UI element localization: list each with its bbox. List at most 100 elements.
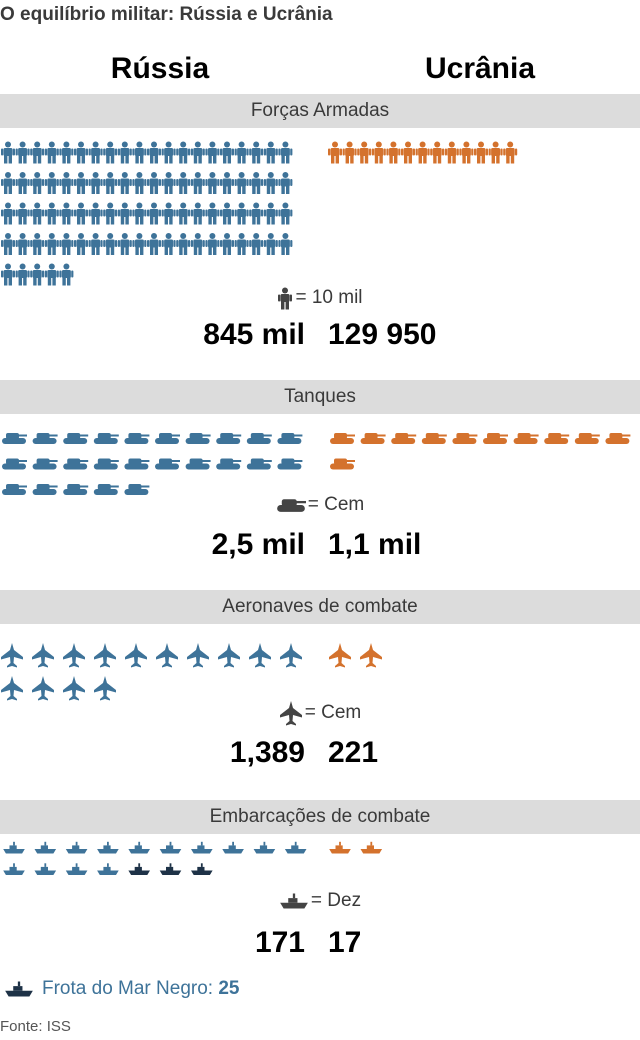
ukraine-jet-mark [360, 643, 382, 668]
russia-tank-mark [155, 433, 180, 444]
tank-icon [276, 499, 306, 512]
russia-soldier-mark [176, 233, 191, 255]
russia-jet-mark [63, 676, 85, 701]
russia-jet-mark [156, 643, 178, 668]
russia-soldier-mark [1, 263, 15, 286]
value-russia-ships: 171 [254, 926, 305, 959]
value-russia-aircraft: 1,389 [229, 736, 305, 769]
russia-soldier-mark [132, 141, 147, 164]
russia-soldier-mark [44, 172, 59, 194]
russia-soldier-mark [59, 263, 74, 286]
legend-unit-label: = 10 mil [295, 287, 363, 308]
section-header-aircraft: Aeronaves de combate [0, 590, 640, 624]
russia-ship-mark [65, 863, 88, 875]
russia-soldier-mark [15, 141, 30, 164]
ukraine-tank-mark [360, 433, 386, 444]
russia-soldier-mark [117, 233, 132, 255]
soldier-icon [278, 287, 293, 310]
value-russia-armed-forces: 845 mil [203, 318, 305, 351]
ukraine-soldier-mark [430, 141, 445, 164]
russia-soldier-mark [59, 202, 74, 225]
russia-tank-mark [63, 433, 89, 444]
russia-tank-mark [277, 433, 303, 444]
russia-soldier-mark [263, 233, 278, 255]
ukraine-tank-mark [421, 433, 447, 444]
ukraine-tank-mark [452, 433, 478, 444]
russia-soldier-mark [132, 172, 147, 194]
russia-soldier-mark [15, 202, 30, 225]
russia-soldier-mark [15, 233, 30, 255]
russia-ship-mark [65, 841, 88, 854]
russia-ship-mark [3, 841, 25, 854]
russia-soldier-mark [103, 233, 118, 255]
legend-ships: = Dez [200, 890, 440, 912]
russia-soldier-mark [190, 141, 205, 164]
russia-soldier-mark [147, 233, 161, 255]
russia-tank-mark [2, 458, 27, 470]
russia-tank-mark [155, 458, 180, 470]
russia-soldier-mark [263, 172, 278, 194]
russia-soldier-mark [30, 263, 45, 286]
russia-tank-mark [2, 484, 27, 495]
ukraine-tank-mark [391, 433, 417, 444]
russia-soldier-mark [249, 141, 264, 164]
russia-jet-mark [32, 643, 54, 668]
russia-soldier-mark [220, 172, 234, 194]
russia-tank-mark [124, 484, 150, 495]
russia-soldier-mark [249, 233, 264, 255]
legend-unit-label: = Dez [310, 890, 362, 911]
russia-soldier-mark [205, 172, 220, 194]
russia-soldier-mark [234, 233, 249, 255]
russia-soldier-mark [278, 172, 293, 194]
russia-jet-mark [249, 643, 271, 668]
russia-soldier-mark [249, 172, 264, 194]
russia-tank-mark [124, 433, 150, 444]
russia-soldier-mark [220, 233, 234, 255]
ukraine-soldier-mark [342, 141, 357, 164]
russia-tank-mark [216, 433, 242, 444]
russia-tank-mark [63, 458, 89, 470]
russia-soldier-mark [103, 141, 118, 164]
source-note: Fonte: ISS [0, 1018, 71, 1035]
russia-soldier-mark [74, 202, 88, 225]
russia-ship-mark [97, 863, 119, 875]
russia-soldier-mark [44, 141, 59, 164]
russia-soldier-mark [103, 202, 118, 225]
russia-jet-mark [1, 643, 23, 668]
black-sea-fleet-label: Frota do Mar Negro: [42, 978, 214, 999]
russia-tank-mark [32, 458, 58, 470]
ukraine-soldier-mark [503, 141, 518, 164]
russia-header: Rússia [110, 52, 210, 85]
russia-tank-mark [32, 484, 58, 495]
ship-icon [5, 981, 33, 997]
russia-jet-mark [94, 643, 116, 668]
russia-soldier-mark [205, 141, 220, 164]
russia-soldier-mark [44, 263, 59, 286]
russia-soldier-mark [161, 172, 176, 194]
ukraine-tank-mark [574, 433, 600, 444]
russia-ship-mark [34, 841, 57, 854]
russia-tank-mark [32, 433, 58, 444]
jet-icon [279, 701, 302, 726]
chart-title: O equilíbrio militar: Rússia e Ucrânia [0, 4, 333, 25]
russia-soldier-mark [205, 233, 220, 255]
ukraine-ship-mark [360, 841, 383, 854]
russia-jet-mark [32, 676, 54, 701]
ukraine-soldier-mark [401, 141, 415, 164]
russia-soldier-mark [88, 202, 103, 225]
value-ukraine-tanks: 1,1 mil [328, 528, 422, 561]
ukraine-tank-mark [544, 433, 570, 444]
ukraine-soldier-mark [328, 141, 342, 164]
russia-soldier-mark [161, 202, 176, 225]
russia-ship-mark [3, 863, 25, 875]
legend-unit-label: = Cem [307, 494, 365, 515]
ukraine-soldier-mark [371, 141, 386, 164]
russia-soldier-mark [44, 233, 59, 255]
russia-jet-mark [187, 643, 209, 668]
ukraine-soldier-mark [415, 141, 430, 164]
russia-soldier-mark [59, 141, 74, 164]
russia-soldier-mark [278, 233, 293, 255]
russia-soldier-mark [59, 233, 74, 255]
russia-soldier-mark [263, 202, 278, 225]
russia-ship-mark [128, 841, 150, 854]
